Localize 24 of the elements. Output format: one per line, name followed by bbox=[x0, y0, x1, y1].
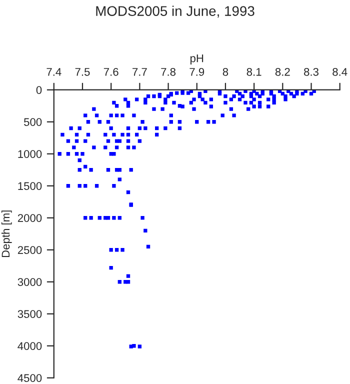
x-tick-label: 8.2 bbox=[275, 68, 290, 76]
chart-title: MODS2005 in June, 1993 bbox=[96, 6, 254, 18]
x-tick-label: 7.5 bbox=[75, 68, 90, 76]
y-tick-label: 2500 bbox=[18, 246, 42, 254]
y-tick-label: 2000 bbox=[18, 214, 42, 222]
y-tick-label: 500 bbox=[24, 118, 42, 126]
y-tick-label: 4000 bbox=[18, 342, 42, 350]
x-tick-label: 8.1 bbox=[246, 68, 262, 76]
y-axis-title: Depth [m] bbox=[1, 210, 12, 258]
x-tick-label: 7.7 bbox=[132, 68, 147, 76]
y-tick-label: 4500 bbox=[18, 374, 42, 382]
y-tick-label: 3000 bbox=[18, 278, 42, 286]
y-tick-label: 0 bbox=[36, 86, 42, 94]
y-tick-label: 3500 bbox=[18, 310, 42, 318]
y-tick-label: 1000 bbox=[18, 150, 42, 158]
y-tick-label: 1500 bbox=[18, 182, 42, 190]
x-tick-label: 7.4 bbox=[46, 68, 62, 76]
x-tick-label: 8 bbox=[222, 68, 228, 76]
x-tick-label: 7.9 bbox=[190, 68, 204, 76]
x-tick-label: 7.8 bbox=[161, 68, 176, 76]
x-axis-title: pH bbox=[190, 54, 204, 64]
x-tick-label: 7.6 bbox=[104, 68, 118, 76]
x-tick-label: 8.3 bbox=[304, 68, 318, 76]
x-tick-label: 8.4 bbox=[332, 68, 348, 76]
